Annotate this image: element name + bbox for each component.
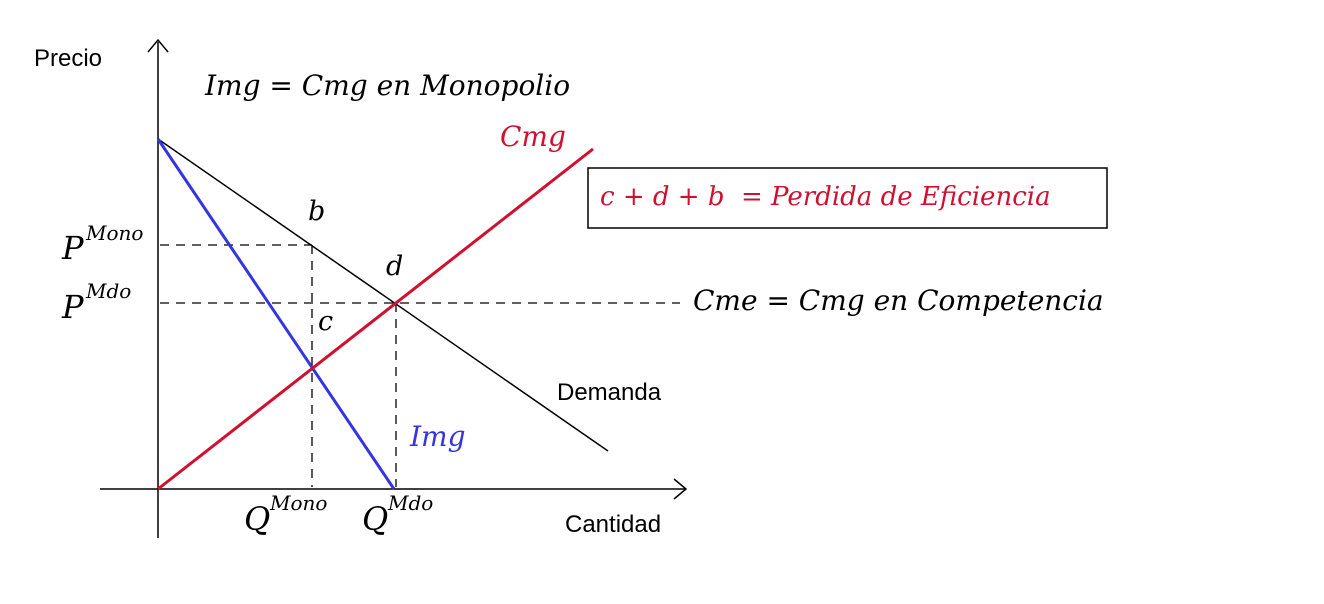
img-label: Img — [409, 420, 466, 453]
svg-text:Q: Q — [244, 500, 270, 538]
demand-label: Demanda — [557, 379, 662, 406]
efficiency-loss-box — [587, 167, 1108, 229]
svg-text:P: P — [61, 288, 84, 326]
diagram-title: Img = Cmg en Monopolio — [204, 69, 570, 102]
svg-text:Mono: Mono — [269, 491, 327, 515]
y-axis-arrow — [147, 38, 169, 53]
demand-curve — [157, 138, 609, 452]
cmg-label: Cmg — [500, 120, 566, 153]
p-mono-tick-label: P Mono — [61, 221, 143, 267]
efficiency-loss-text: c + d + b = Perdida de Eficiencia — [600, 182, 1051, 212]
cmg-curve — [157, 147, 594, 491]
point-b-label: b — [308, 196, 325, 227]
competition-note: Cme = Cmg en Competencia — [693, 284, 1104, 317]
svg-text:Mdo: Mdo — [85, 279, 131, 303]
point-d-label: d — [386, 251, 403, 282]
q-mono-tick-label: Q Mono — [244, 491, 327, 538]
img-curve — [156, 138, 396, 490]
point-c-label: c — [318, 306, 333, 337]
svg-text:Q: Q — [362, 500, 388, 538]
svg-text:Mono: Mono — [85, 221, 143, 245]
x-axis-arrow — [673, 478, 688, 500]
p-mdo-tick-label: P Mdo — [61, 279, 131, 326]
svg-text:P: P — [61, 229, 84, 267]
x-axis-label: Cantidad — [565, 511, 661, 538]
svg-text:Mdo: Mdo — [387, 491, 433, 515]
y-axis-label: Precio — [34, 45, 102, 72]
q-mdo-tick-label: Q Mdo — [362, 491, 433, 538]
